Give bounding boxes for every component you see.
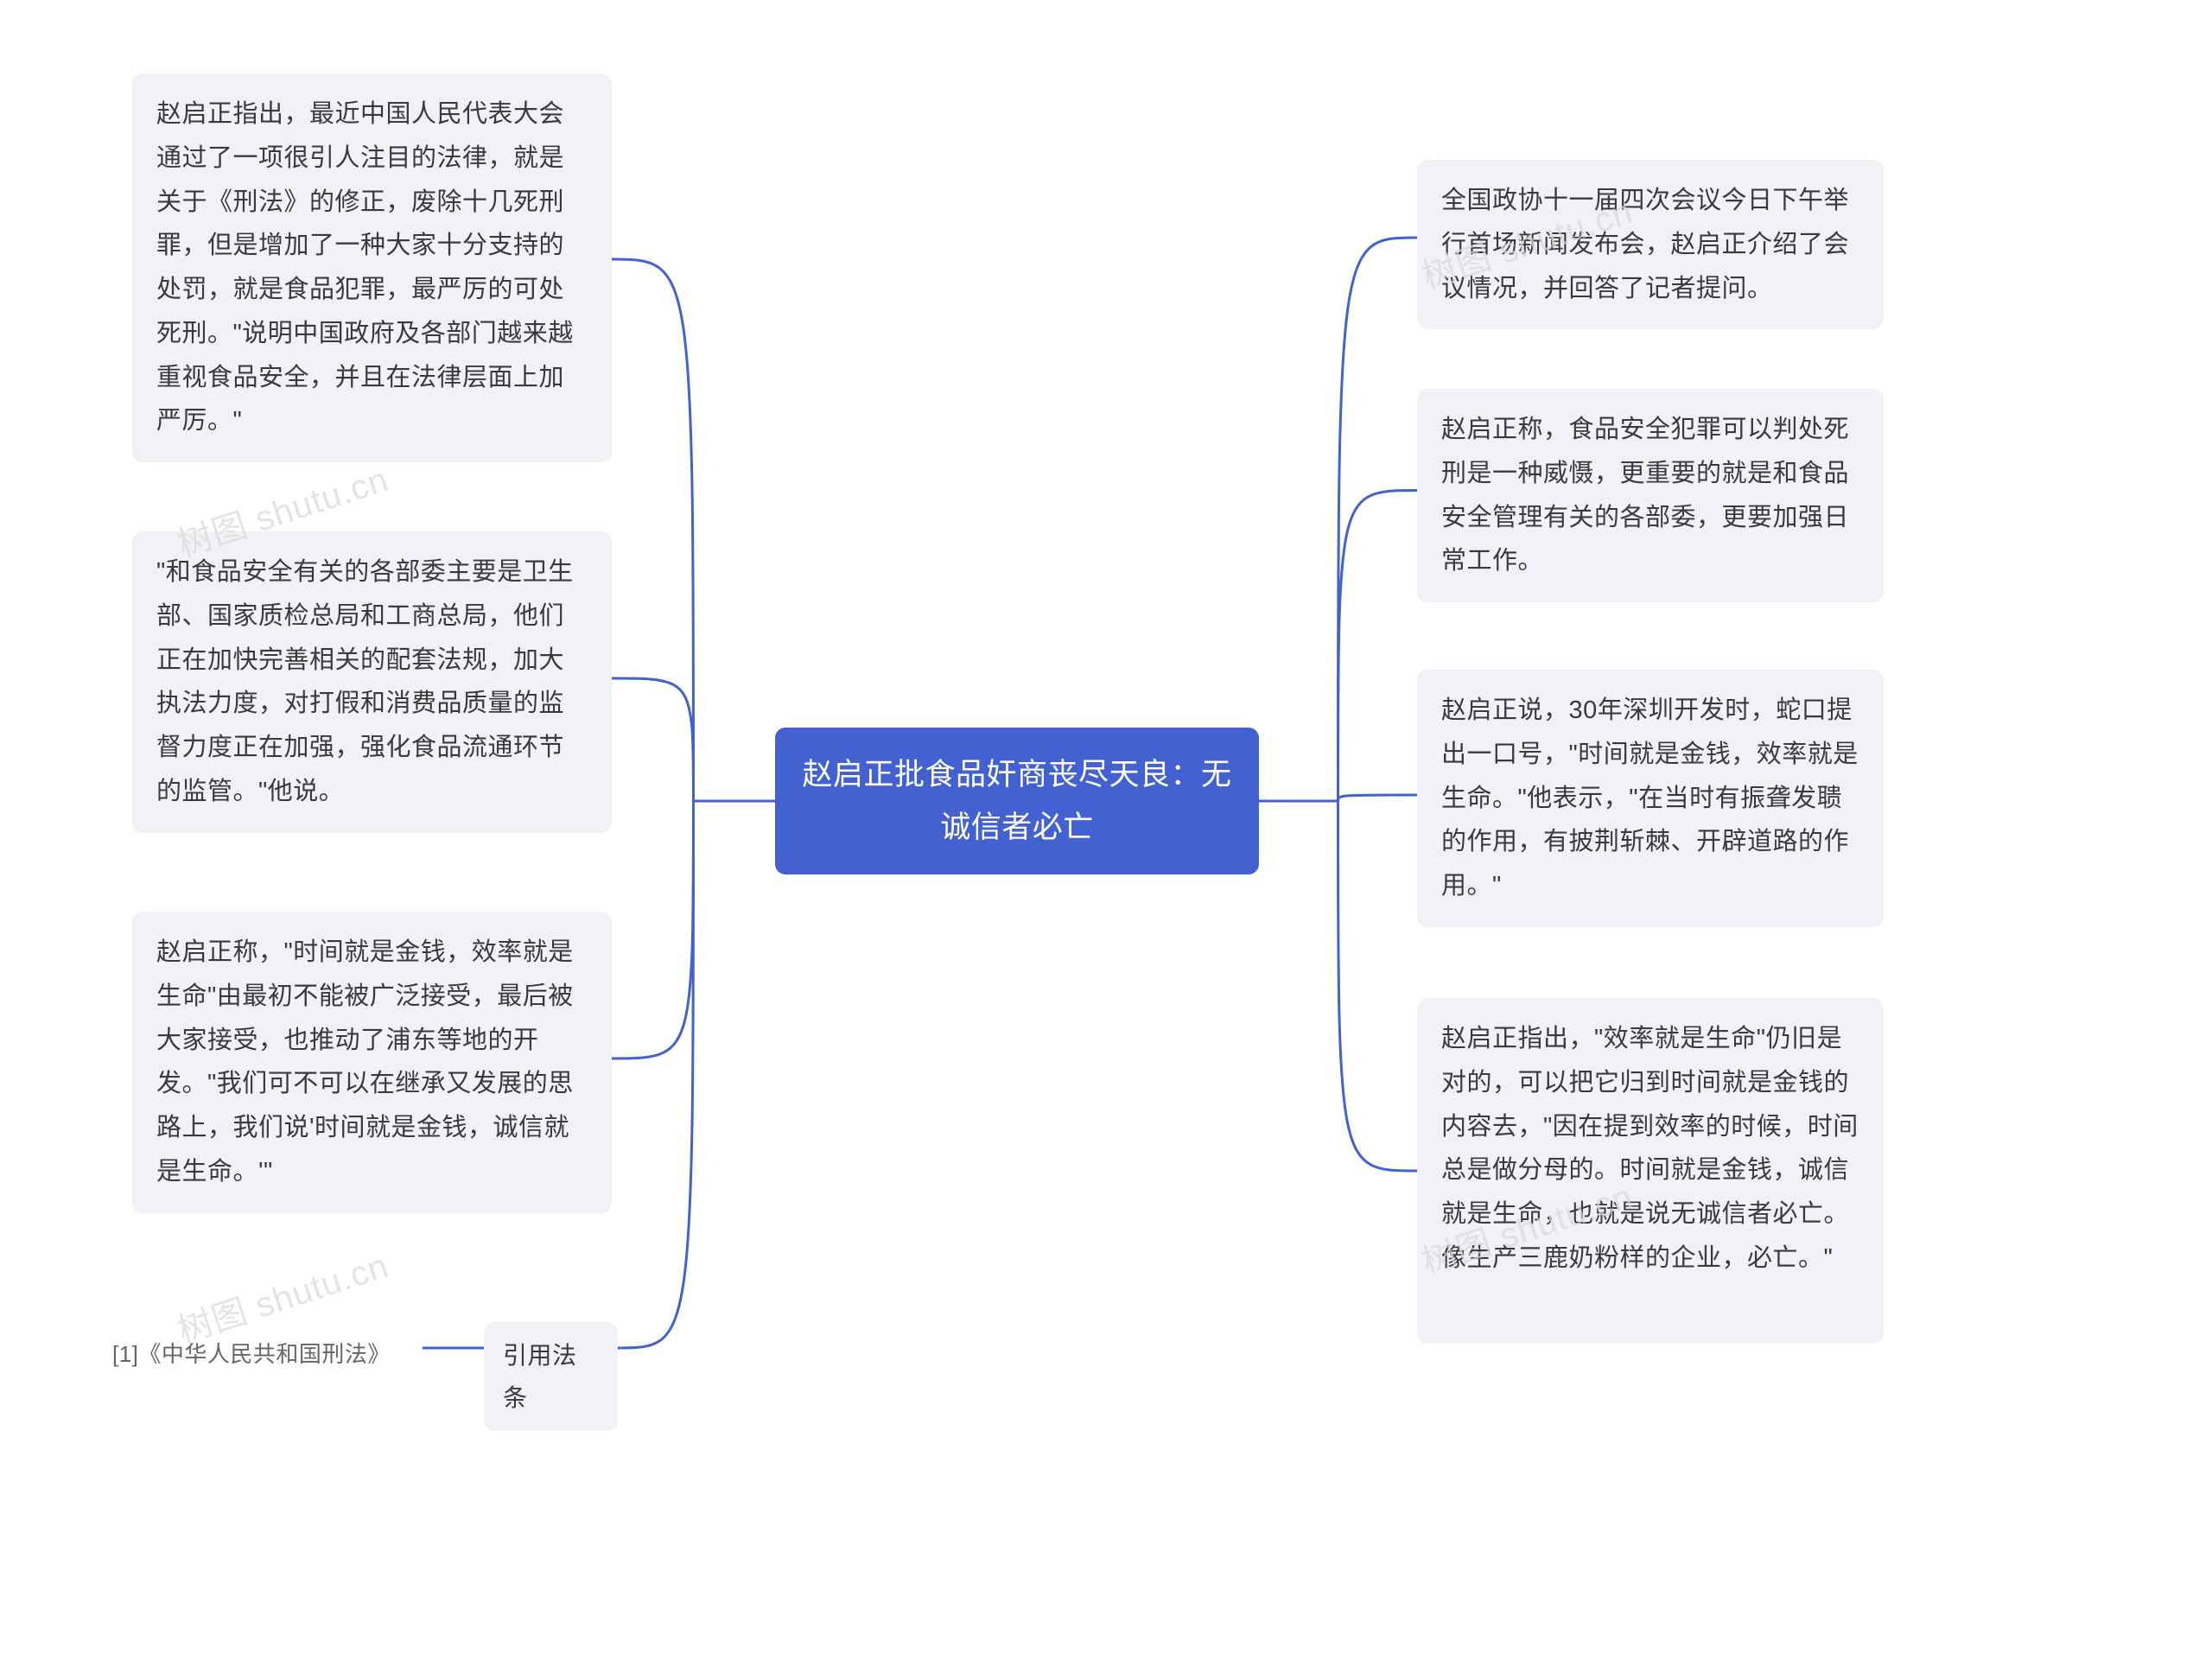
center-node-text: 赵启正批食品奸商丧尽天良：无诚信者必亡	[799, 748, 1235, 855]
right-node-2: 赵启正称，食品安全犯罪可以判处死刑是一种威慑，更重要的就是和食品安全管理有关的各…	[1417, 389, 1884, 602]
center-node: 赵启正批食品奸商丧尽天良：无诚信者必亡	[775, 728, 1259, 874]
left-node-4-citation: 引用法条	[484, 1322, 618, 1431]
mindmap-canvas: 赵启正批食品奸商丧尽天良：无诚信者必亡 全国政协十一届四次会议今日下午举行首场新…	[0, 0, 2212, 1653]
left-node-3-text: 赵启正称，"时间就是金钱，效率就是生命"由最初不能被广泛接受，最后被大家接受，也…	[156, 938, 574, 1186]
right-node-2-text: 赵启正称，食品安全犯罪可以判处死刑是一种威慑，更重要的就是和食品安全管理有关的各…	[1441, 416, 1849, 575]
left-node-1-text: 赵启正指出，最近中国人民代表大会通过了一项很引人注目的法律，就是关于《刑法》的修…	[156, 100, 574, 435]
right-node-4-text: 赵启正指出，"效率就是生命"仍旧是对的，可以把它归到时间就是金钱的内容去，"因在…	[1441, 1025, 1859, 1272]
right-node-3: 赵启正说，30年深圳开发时，蛇口提出一口号，"时间就是金钱，效率就是生命。"他表…	[1417, 670, 1884, 927]
left-node-2-text: "和食品安全有关的各部委主要是卫生部、国家质检总局和工商总局，他们正在加快完善相…	[156, 558, 574, 805]
right-node-1: 全国政协十一届四次会议今日下午举行首场新闻发布会，赵启正介绍了会议情况，并回答了…	[1417, 160, 1884, 329]
left-node-2: "和食品安全有关的各部委主要是卫生部、国家质检总局和工商总局，他们正在加快完善相…	[132, 531, 612, 833]
right-node-1-text: 全国政协十一届四次会议今日下午举行首场新闻发布会，赵启正介绍了会议情况，并回答了…	[1441, 187, 1849, 302]
reference-node: [1]《中华人民共和国刑法》	[112, 1326, 423, 1383]
reference-node-text: [1]《中华人民共和国刑法》	[112, 1341, 391, 1367]
right-node-3-text: 赵启正说，30年深圳开发时，蛇口提出一口号，"时间就是金钱，效率就是生命。"他表…	[1441, 696, 1859, 900]
left-node-1: 赵启正指出，最近中国人民代表大会通过了一项很引人注目的法律，就是关于《刑法》的修…	[132, 73, 612, 462]
right-node-4: 赵启正指出，"效率就是生命"仍旧是对的，可以把它归到时间就是金钱的内容去，"因在…	[1417, 998, 1884, 1344]
left-node-4-text: 引用法条	[503, 1342, 577, 1411]
left-node-3: 赵启正称，"时间就是金钱，效率就是生命"由最初不能被广泛接受，最后被大家接受，也…	[132, 912, 612, 1213]
